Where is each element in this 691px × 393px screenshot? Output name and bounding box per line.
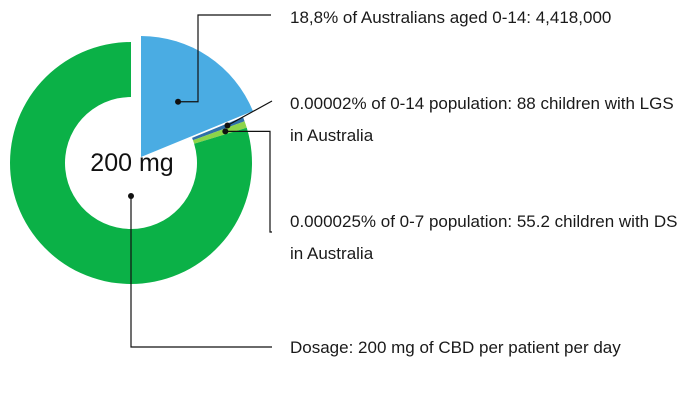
donut-slice-children-with-ds-in-australia <box>192 121 247 144</box>
leader-dot-dosage <box>128 193 134 199</box>
annotation-population-0-14: 18,8% of Australians aged 0-14: 4,418,00… <box>290 8 612 27</box>
donut-center-label: 200 mg <box>90 149 174 177</box>
leader-dot-ds <box>222 128 229 135</box>
leader-line-ds <box>225 130 272 233</box>
annotation-dosage: Dosage: 200 mg of CBD per patient per da… <box>290 338 621 357</box>
annotation-ds-children: 0.000025% of 0-7 population: 55.2 childr… <box>290 212 678 263</box>
donut-slice-australians-aged-0-14 <box>141 36 253 157</box>
leader-line-dosage <box>130 196 272 348</box>
donut-slice-remaining-population <box>10 42 253 284</box>
annotation-lgs-children: 0.00002% of 0-14 population: 88 children… <box>290 94 674 145</box>
leader-line-population <box>178 14 271 103</box>
leader-dot-lgs <box>224 122 231 129</box>
leader-dot-population <box>175 98 182 105</box>
leader-line-lgs <box>227 100 273 127</box>
